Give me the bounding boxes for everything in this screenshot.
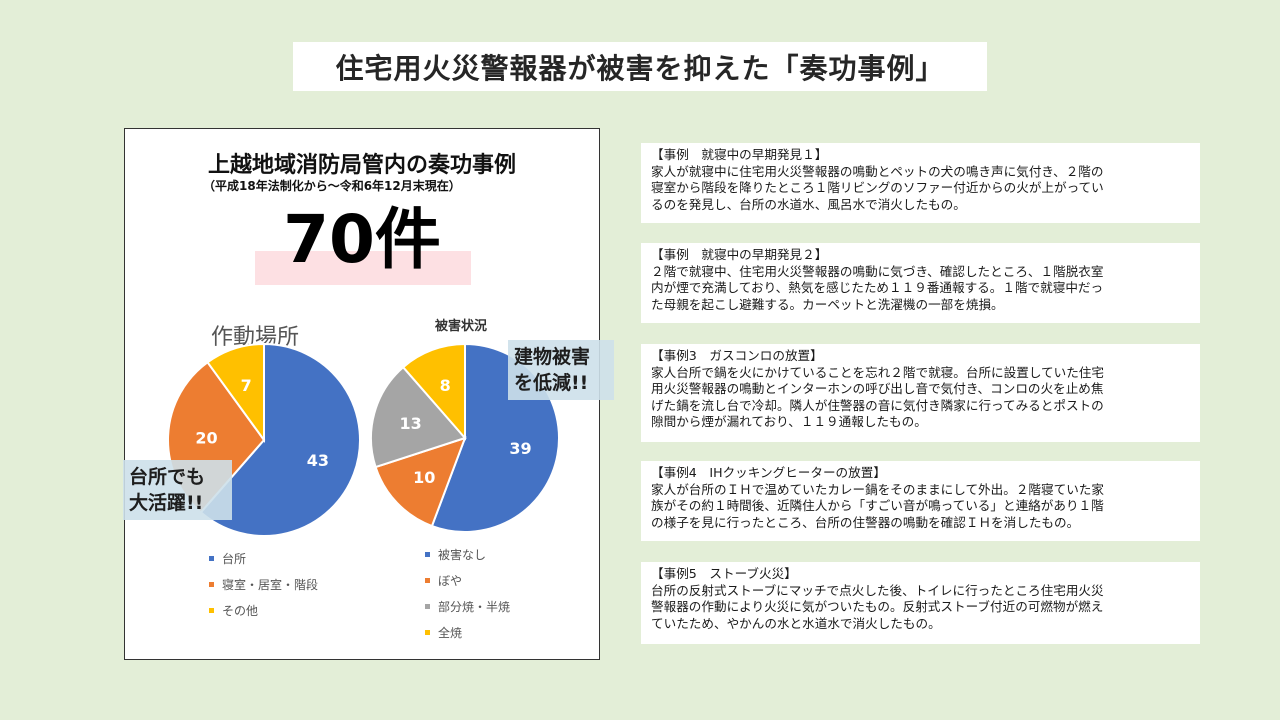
callout-kitchen: 台所でも 大活躍!!: [123, 460, 232, 520]
case-line: 警報器の作動により火災に気がついたもの。反射式ストーブ付近の可燃物が燃え: [651, 599, 1104, 614]
pie2-legend-label: ぼや: [438, 573, 463, 588]
case-line: 族がその約１時間後、近隣住人から「すごい音が鳴っている」と連絡があり１階: [651, 498, 1104, 513]
pie1-legend-label: その他: [222, 603, 259, 618]
case-line: 家人が台所のＩＨで温めていたカレー鍋をそのままにして外出。２階寝ていた家: [651, 481, 1104, 497]
callout-damage-line2: を低減!!: [514, 372, 589, 394]
callout-kitchen-line1: 台所でも: [129, 466, 206, 488]
pie1-legend-swatch: [209, 581, 214, 587]
pie1-legend-label: 台所: [222, 551, 247, 566]
panel-title: 上越地域消防局管内の奏功事例: [207, 153, 516, 178]
case-line: ていたため、やかんの水と水道水で消火したもの。: [651, 615, 941, 631]
pie1-legend-item: その他: [209, 597, 318, 623]
pie1-data-label-1: 43: [307, 451, 329, 470]
case-line: 内が煙で充満しており、熱気を感じたため１１９番通報する。１階で就寝中だっ: [651, 280, 1104, 295]
pie1-data-label-3: 7: [241, 376, 252, 395]
pie2-legend-swatch: [425, 577, 430, 583]
case-card: 【事例 就寝中の早期発見２】 ２階で就寝中、住宅用火災警報器の鳴動に気づき、確認…: [641, 243, 1200, 323]
case-line: 用火災警報器の鳴動とインターホンの呼び出し音で気付き、コンロの火を止め焦: [651, 381, 1104, 396]
case-line: の様子を見に行ったところ、台所の住警器の鳴動を確認ＩＨを消したもの。: [651, 514, 1080, 530]
case-heading: 【事例3 ガスコンロの放置】: [651, 348, 823, 363]
case-card: 【事例5 ストーブ火災】 台所の反射式ストーブにマッチで点火した後、トイレに行っ…: [641, 562, 1200, 644]
case-line: 家人が就寝中に住宅用火災警報器の鳴動とペットの犬の鳴き声に気付き、２階の: [651, 163, 1104, 179]
pie2-data-label-4: 8: [440, 376, 451, 395]
callout-damage: 建物被害 を低減!!: [508, 340, 614, 400]
total-count: 70件: [283, 201, 441, 278]
callout-damage-line1: 建物被害: [514, 346, 591, 368]
pie2-slice-3: [370, 365, 467, 469]
pie2-legend-item: ぼや: [425, 567, 510, 593]
pie2-slice-4: [401, 342, 466, 441]
pie2-data-label-3: 13: [399, 414, 421, 433]
pie1-data-label-2: 20: [195, 428, 217, 447]
pie1-legend-item: 寝室・居室・階段: [209, 571, 318, 597]
case-line: 台所の反射式ストーブにマッチで点火した後、トイレに行ったところ住宅用火災: [651, 582, 1104, 598]
pie1-slice-1: [199, 342, 361, 537]
pie2-legend: 被害なしぼや部分焼・半焼 全焼: [425, 541, 510, 645]
pie1-legend-item: 台所: [209, 545, 318, 571]
pie1-legend-swatch: [209, 555, 214, 561]
case-card: 【事例 就寝中の早期発見１】 家人が就寝中に住宅用火災警報器の鳴動とペットの犬の…: [641, 143, 1200, 223]
pie2-data-label-1: 39: [509, 439, 531, 458]
case-line: た母親を起こし避難する。カーペットと洗濯機の一部を焼損。: [651, 296, 1004, 312]
case-line: げた鍋を流し台で冷却。隣人が住警器の音に気付き隣家に行ってみるとポストの: [651, 397, 1104, 413]
pie2-legend-label: 全焼: [438, 625, 463, 640]
pie1-legend-swatch: [209, 607, 214, 613]
page-title: 住宅用火災警報器が被害を抑えた「奏功事例」: [293, 42, 987, 91]
case-line: 家人台所で鍋を火にかけていることを忘れ２階で就寝。台所に設置していた住宅: [651, 364, 1104, 380]
pie2-legend-label: 被害なし: [438, 547, 487, 562]
case-line: ２階で就寝中、住宅用火災警報器の鳴動に気づき、確認したところ、１階脱衣室: [651, 263, 1104, 279]
pie1-slice-3: [206, 342, 265, 444]
pie2-legend-swatch: [425, 629, 430, 635]
pie2-legend-swatch: [425, 603, 430, 609]
case-heading: 【事例 就寝中の早期発見１】: [651, 147, 828, 162]
pie2-legend-item: 被害なし: [425, 541, 510, 567]
case-line: るのを発見し、台所の水道水、風呂水で消火したもの。: [651, 196, 966, 212]
pie2-legend-item: 全焼: [425, 619, 510, 645]
pie2-legend-label: 部分焼・半焼: [438, 599, 511, 614]
case-line: 隙間から煙が漏れており、１１９通報したもの。: [651, 414, 927, 429]
pie2-legend-swatch: [425, 551, 430, 557]
callout-kitchen-line2: 大活躍!!: [129, 492, 204, 514]
case-heading: 【事例5 ストーブ火災】: [651, 566, 797, 581]
case-line: 寝室から階段を降りたところ１階リビングのソファー付近からの火が上がってい: [651, 180, 1104, 195]
pie2-title: 被害状況: [435, 319, 488, 334]
pie1-legend: 台所寝室・居室・階段 その他: [209, 545, 318, 623]
case-heading: 【事例4 IHクッキングヒーターの放置】: [651, 465, 886, 480]
pie2-data-label-2: 10: [413, 468, 435, 487]
panel-subtitle: （平成18年法制化から～令和6年12月末現在）: [203, 179, 461, 193]
total-highlight: [255, 251, 471, 285]
pie2-legend-item: 部分焼・半焼: [425, 593, 510, 619]
pie1-legend-label: 寝室・居室・階段: [222, 577, 319, 592]
case-heading: 【事例 就寝中の早期発見２】: [651, 247, 828, 262]
case-card: 【事例3 ガスコンロの放置】 家人台所で鍋を火にかけていることを忘れ２階で就寝。…: [641, 344, 1200, 442]
case-card: 【事例4 IHクッキングヒーターの放置】 家人が台所のＩＨで温めていたカレー鍋を…: [641, 461, 1200, 541]
